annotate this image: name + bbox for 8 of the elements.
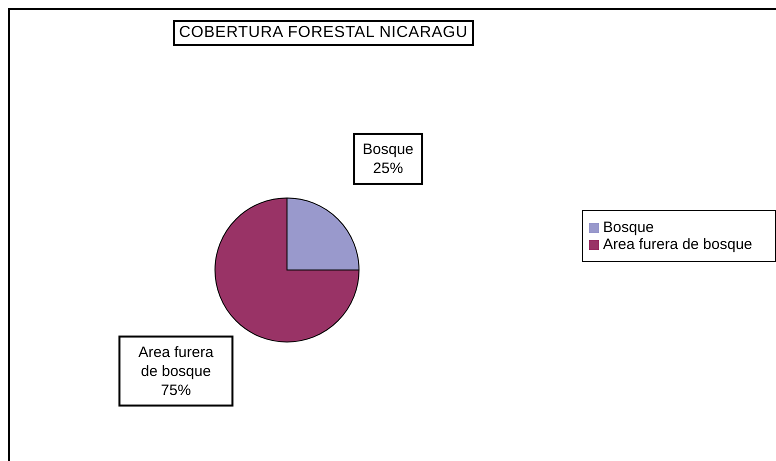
data-label: 25% <box>373 160 404 178</box>
legend-label: Bosque <box>603 218 654 236</box>
pie-slice <box>214 198 360 342</box>
legend-label: Area furera de bosque <box>603 236 752 252</box>
slice-label: Area furera de bosque <box>138 344 214 380</box>
slice-label: Bosque <box>362 141 414 158</box>
data-label: 75% <box>160 382 191 399</box>
chart-title: COBERTURA FORESTAL NICARAGU <box>173 20 474 46</box>
